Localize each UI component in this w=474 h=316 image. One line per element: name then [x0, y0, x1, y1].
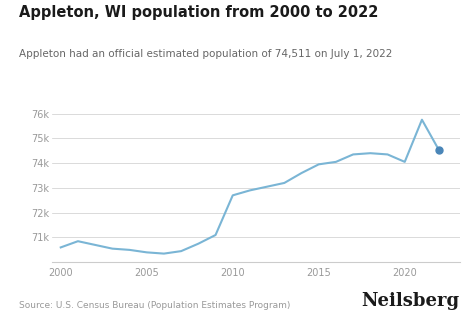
Text: Appleton had an official estimated population of 74,511 on July 1, 2022: Appleton had an official estimated popul… [19, 49, 392, 59]
Text: Appleton, WI population from 2000 to 2022: Appleton, WI population from 2000 to 202… [19, 5, 378, 20]
Text: Source: U.S. Census Bureau (Population Estimates Program): Source: U.S. Census Bureau (Population E… [19, 301, 291, 310]
Point [435, 148, 443, 153]
Text: Neilsberg: Neilsberg [362, 292, 460, 310]
